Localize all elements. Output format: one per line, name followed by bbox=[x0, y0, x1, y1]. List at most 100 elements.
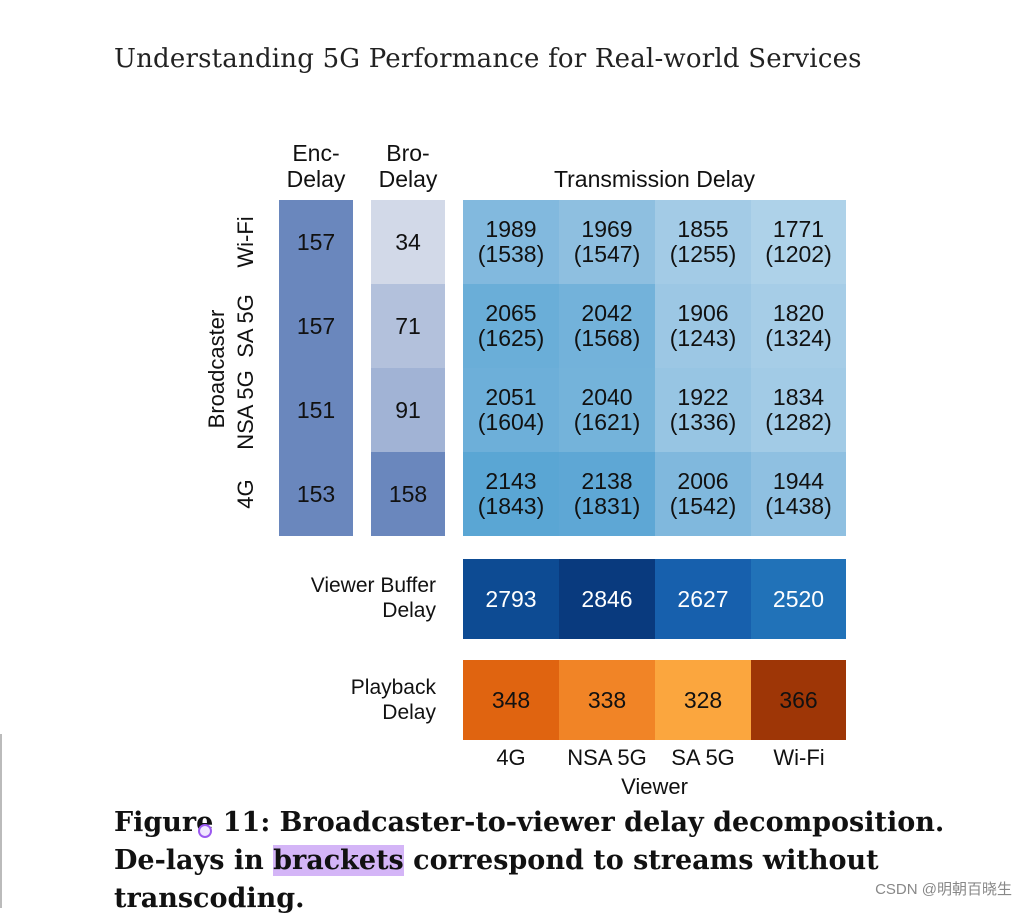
transmission-cell-value: 1922 bbox=[677, 384, 729, 410]
enc-delay-cell-value: 153 bbox=[296, 480, 336, 507]
transmission-cell: 1969 (1547) bbox=[559, 200, 655, 284]
transmission-cell-value: 2042 bbox=[581, 300, 633, 326]
bro-delay-cell: 91 bbox=[371, 368, 445, 452]
transmission-cell-value-bracket: (1542) bbox=[669, 493, 737, 519]
viewer-col-label: Wi-Fi bbox=[773, 745, 825, 770]
viewer-col-label: NSA 5G bbox=[567, 745, 647, 770]
transmission-cell: 2051 (1604) bbox=[463, 368, 559, 452]
transmission-cell: 2040 (1621) bbox=[559, 368, 655, 452]
transmission-cell-value-bracket: (1547) bbox=[573, 241, 641, 267]
viewer-axis-label: Viewer bbox=[621, 774, 688, 799]
transmission-cell: 2138 (1831) bbox=[559, 452, 655, 536]
transmission-cell-value-bracket: (1255) bbox=[669, 241, 737, 267]
transmission-cell: 1944 (1438) bbox=[751, 452, 846, 536]
figure-caption: Figure 11: Broadcaster-to-viewer delay d… bbox=[114, 804, 994, 918]
transmission-cell-value: 1855 bbox=[677, 216, 729, 242]
bro-delay-cell: 71 bbox=[371, 284, 445, 368]
viewer-col-label: 4G bbox=[496, 745, 526, 770]
enc-delay-cell: 157 bbox=[279, 284, 353, 368]
playback-cell-value: 366 bbox=[779, 686, 818, 713]
transmission-cell-value-bracket: (1621) bbox=[573, 409, 641, 435]
playback-cell-value: 328 bbox=[683, 686, 723, 713]
bro-delay-cell: 158 bbox=[371, 452, 445, 536]
caption-highlight[interactable]: brackets bbox=[273, 845, 404, 876]
transmission-cell-value: 2051 bbox=[485, 384, 537, 410]
viewer-buffer-cell-value: 2627 bbox=[677, 585, 729, 612]
enc-delay-cell-value: 157 bbox=[296, 228, 336, 255]
viewer-buffer-cell: 2627 bbox=[655, 559, 751, 639]
viewer-buffer-cell: 2520 bbox=[751, 559, 846, 639]
transmission-cell-value: 1820 bbox=[772, 300, 825, 326]
transmission-cell-value-bracket: (1568) bbox=[573, 325, 641, 351]
transmission-cell-value: 1969 bbox=[581, 216, 633, 242]
bro-delay-header-line1: Bro- bbox=[386, 140, 430, 166]
left-margin-bar bbox=[0, 734, 2, 908]
bro-delay-header-line2: Delay bbox=[378, 166, 438, 192]
bro-delay-cell-value: 158 bbox=[388, 480, 428, 507]
transmission-cell-value-bracket: (1202) bbox=[765, 241, 832, 267]
transmission-cell-value: 1989 bbox=[485, 216, 537, 242]
transmission-cell-value: 2143 bbox=[485, 468, 537, 494]
transmission-cell-value: 1944 bbox=[772, 468, 825, 494]
viewer-buffer-label-line1: Viewer Buffer bbox=[310, 574, 436, 597]
transmission-cell-value: 1771 bbox=[772, 216, 825, 242]
enc-delay-cell-value: 157 bbox=[296, 312, 336, 339]
transmission-cell-value-bracket: (1438) bbox=[765, 493, 832, 519]
bro-delay-cell: 34 bbox=[371, 200, 445, 284]
transmission-cell-value: 1834 bbox=[772, 384, 825, 410]
playback-label-line1: Playback bbox=[350, 676, 436, 699]
bro-delay-header: Bro- Delay bbox=[371, 140, 445, 192]
enc-delay-header-line2: Delay bbox=[286, 166, 346, 192]
transmission-cell-value-bracket: (1604) bbox=[477, 409, 545, 435]
page-header-title: Understanding 5G Performance for Real-wo… bbox=[114, 44, 862, 74]
playback-cell-value: 348 bbox=[491, 686, 531, 713]
transmission-cell-value: 2040 bbox=[581, 384, 633, 410]
transmission-cell: 2042 (1568) bbox=[559, 284, 655, 368]
enc-delay-cell-value: 151 bbox=[296, 396, 336, 423]
playback-cell-value: 338 bbox=[587, 686, 627, 713]
bro-delay-cell-value: 34 bbox=[395, 228, 421, 255]
transmission-cell-value-bracket: (1336) bbox=[669, 409, 737, 435]
transmission-cell: 1922 (1336) bbox=[655, 368, 751, 452]
enc-delay-header-line1: Enc- bbox=[292, 140, 340, 166]
transmission-cell: 1771 (1202) bbox=[751, 200, 846, 284]
transmission-cell-value-bracket: (1243) bbox=[669, 325, 737, 351]
bro-delay-cell-value: 91 bbox=[395, 396, 421, 423]
transmission-cell-value-bracket: (1843) bbox=[477, 493, 545, 519]
viewer-buffer-label-line2: Delay bbox=[382, 599, 436, 622]
broadcaster-axis-label: Broadcaster bbox=[204, 309, 229, 429]
enc-delay-cell: 153 bbox=[279, 452, 353, 536]
transmission-cell: 1855 (1255) bbox=[655, 200, 751, 284]
transmission-cell-value-bracket: (1538) bbox=[477, 241, 545, 267]
transmission-cell: 2006 (1542) bbox=[655, 452, 751, 536]
viewer-buffer-cell: 2793 bbox=[463, 559, 559, 639]
bro-delay-cell-value: 71 bbox=[395, 312, 421, 339]
transmission-cell: 1834 (1282) bbox=[751, 368, 846, 452]
enc-delay-header: Enc- Delay bbox=[279, 140, 353, 192]
transmission-cell-value: 2138 bbox=[581, 468, 633, 494]
viewer-col-label: SA 5G bbox=[671, 745, 735, 770]
playback-cell: 328 bbox=[655, 660, 751, 740]
caption-part2: 11: Broadcaster-to-viewer delay decompos… bbox=[114, 807, 945, 876]
caption-part1: Figure bbox=[114, 807, 214, 838]
transmission-cell-value: 2006 bbox=[677, 468, 729, 494]
transmission-cell-value-bracket: (1625) bbox=[477, 325, 545, 351]
playback-label: Playback Delay bbox=[270, 675, 436, 725]
transmission-cell-value-bracket: (1831) bbox=[573, 493, 641, 519]
playback-cell: 348 bbox=[463, 660, 559, 740]
row-label-4g: 4G bbox=[233, 479, 258, 509]
transmission-cell: 2065 (1625) bbox=[463, 284, 559, 368]
enc-delay-cell: 151 bbox=[279, 368, 353, 452]
viewer-buffer-cell-value: 2520 bbox=[772, 585, 825, 612]
playback-cell: 338 bbox=[559, 660, 655, 740]
transmission-delay-header: Transmission Delay bbox=[553, 166, 756, 192]
transmission-cell-value-bracket: (1324) bbox=[765, 325, 832, 351]
playback-cell: 366 bbox=[751, 660, 846, 740]
transmission-cell: 2143 (1843) bbox=[463, 452, 559, 536]
playback-label-line2: Delay bbox=[382, 701, 436, 724]
transmission-cell-value-bracket: (1282) bbox=[765, 409, 832, 435]
viewer-buffer-cell-value: 2846 bbox=[581, 585, 633, 612]
comment-marker-icon[interactable] bbox=[198, 824, 212, 838]
transmission-cell: 1989 (1538) bbox=[463, 200, 559, 284]
viewer-buffer-label: Viewer Buffer Delay bbox=[270, 573, 436, 623]
